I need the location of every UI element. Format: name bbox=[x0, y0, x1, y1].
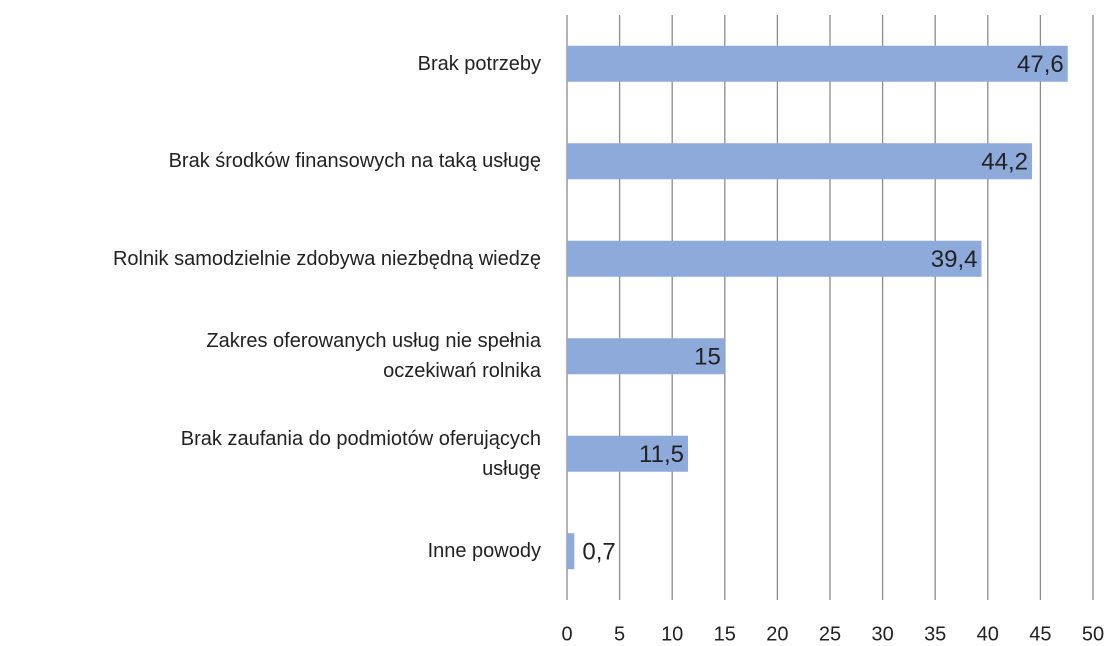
value-label: 39,4 bbox=[931, 246, 978, 273]
x-tick-label: 5 bbox=[614, 623, 625, 645]
y-tick-label: Rolnik samodzielnie zdobywa niezbędną wi… bbox=[112, 247, 541, 270]
bar bbox=[567, 338, 725, 375]
y-tick-label: Inne powody bbox=[427, 540, 541, 563]
x-tick-label: 30 bbox=[871, 623, 893, 645]
y-tick-label: Zakres oferowanych usług nie spełnia ocz… bbox=[206, 330, 541, 383]
x-tick-label: 40 bbox=[977, 623, 999, 645]
value-label: 15 bbox=[694, 344, 721, 371]
x-tick-label: 25 bbox=[819, 623, 841, 645]
bar bbox=[567, 143, 1032, 180]
y-tick-label: Brak zaufania do podmiotów oferujących u… bbox=[180, 427, 541, 480]
value-label: 0,7 bbox=[582, 539, 615, 566]
x-tick-label: 15 bbox=[714, 623, 736, 645]
bar bbox=[567, 45, 1068, 82]
bar bbox=[567, 435, 688, 472]
x-tick-label: 45 bbox=[1029, 623, 1051, 645]
x-tick-label: 20 bbox=[766, 623, 788, 645]
value-label: 47,6 bbox=[1017, 51, 1064, 78]
x-tick-label: 50 bbox=[1082, 623, 1104, 645]
y-tick-label: Brak środków finansowych na taką usługę bbox=[168, 150, 541, 173]
bar bbox=[567, 533, 575, 570]
x-tick-label: 0 bbox=[561, 623, 572, 645]
x-tick-label: 35 bbox=[924, 623, 946, 645]
value-label: 44,2 bbox=[981, 149, 1028, 176]
y-tick-label: Brak potrzeby bbox=[417, 52, 541, 75]
bar bbox=[567, 240, 982, 277]
value-label: 11,5 bbox=[639, 441, 684, 468]
x-tick-label: 10 bbox=[661, 623, 683, 645]
